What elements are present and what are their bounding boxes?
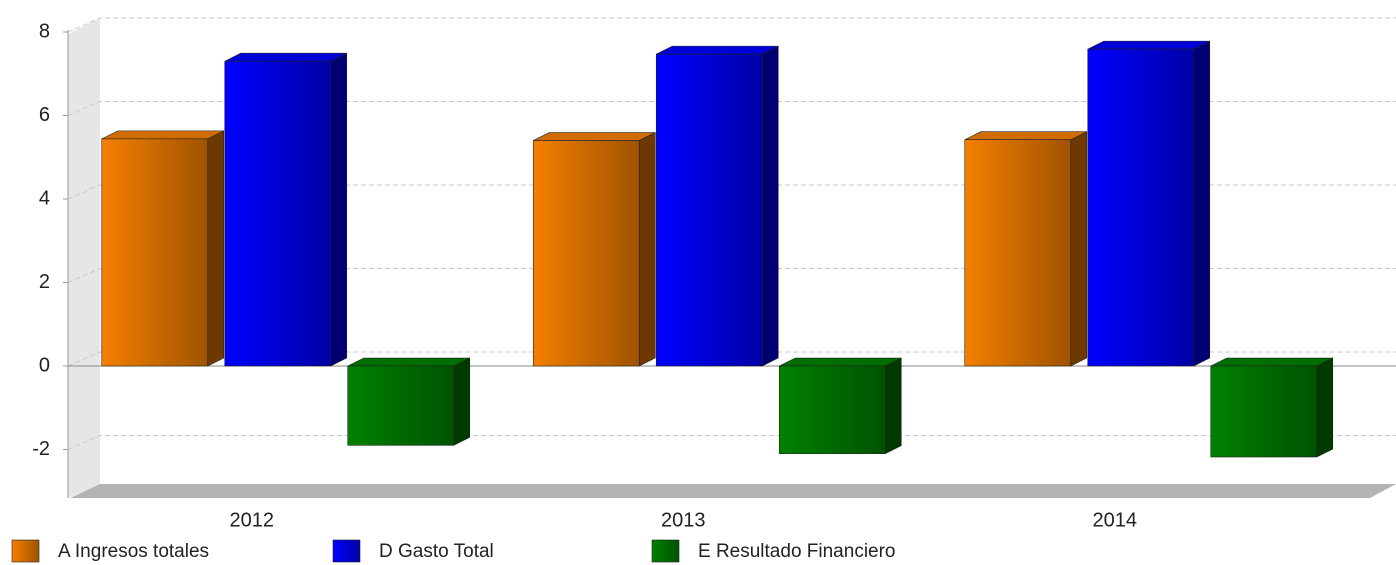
bar [964, 131, 1088, 367]
bar-side [638, 132, 656, 367]
bar-side [1316, 357, 1334, 458]
bar-top [1210, 357, 1333, 367]
bar-front [1087, 48, 1195, 367]
bar-front [655, 53, 763, 367]
bar-front [778, 365, 886, 454]
grid-line [67, 435, 1396, 450]
bar-front [1210, 365, 1318, 458]
bar-side [207, 130, 225, 367]
side-wall [68, 18, 100, 498]
bar-front [101, 138, 209, 367]
bar [778, 357, 902, 455]
legend-swatch [651, 539, 680, 563]
x-tick-label: 2014 [1093, 509, 1138, 531]
bar-top [347, 357, 470, 367]
legend-swatch [11, 539, 40, 563]
bar-top [656, 45, 779, 55]
legend-label: D Gasto Total [379, 541, 494, 562]
bar-top [964, 131, 1087, 141]
bar [347, 357, 471, 446]
bar-top [779, 357, 902, 367]
bar-side [761, 45, 779, 367]
bar-top [101, 130, 224, 140]
bar-top [224, 52, 347, 62]
legend-label: A Ingresos totales [58, 541, 209, 562]
x-tick-label: 2013 [661, 509, 706, 531]
bar-front [964, 139, 1072, 367]
bar-front [532, 140, 640, 367]
bar-side [453, 357, 471, 446]
bar-front [224, 60, 332, 367]
bar-top [533, 132, 656, 141]
bar-top [1087, 40, 1210, 50]
grid-line [67, 17, 1396, 33]
legend-swatch [332, 539, 361, 563]
bar [532, 132, 656, 367]
bar [1087, 40, 1211, 367]
bar-side [330, 52, 348, 367]
y-tick-label: -2 [32, 438, 50, 460]
x-tick-label: 2012 [230, 509, 275, 531]
floor [70, 484, 1396, 498]
bar [655, 45, 779, 367]
legend: A Ingresos totales D Gasto Total E Resulta… [11, 539, 896, 563]
y-tick-label: 4 [39, 187, 50, 209]
bar [101, 130, 225, 367]
bar-side [1070, 131, 1088, 367]
bar [1210, 357, 1334, 458]
y-tick-label: 6 [39, 104, 50, 126]
bar-side [1193, 40, 1211, 367]
legend-label: E Resultado Financiero [698, 541, 896, 562]
y-tick-label: 2 [39, 271, 50, 293]
y-tick-label: 8 [39, 20, 50, 42]
bar [224, 52, 348, 367]
grid-line [67, 101, 1396, 116]
grid-line [67, 351, 1396, 367]
grid-line [67, 268, 1396, 283]
bar-side [884, 357, 902, 455]
y-tick-label: 0 [39, 354, 50, 376]
grid-line [67, 184, 1396, 200]
bar-front [347, 365, 455, 446]
